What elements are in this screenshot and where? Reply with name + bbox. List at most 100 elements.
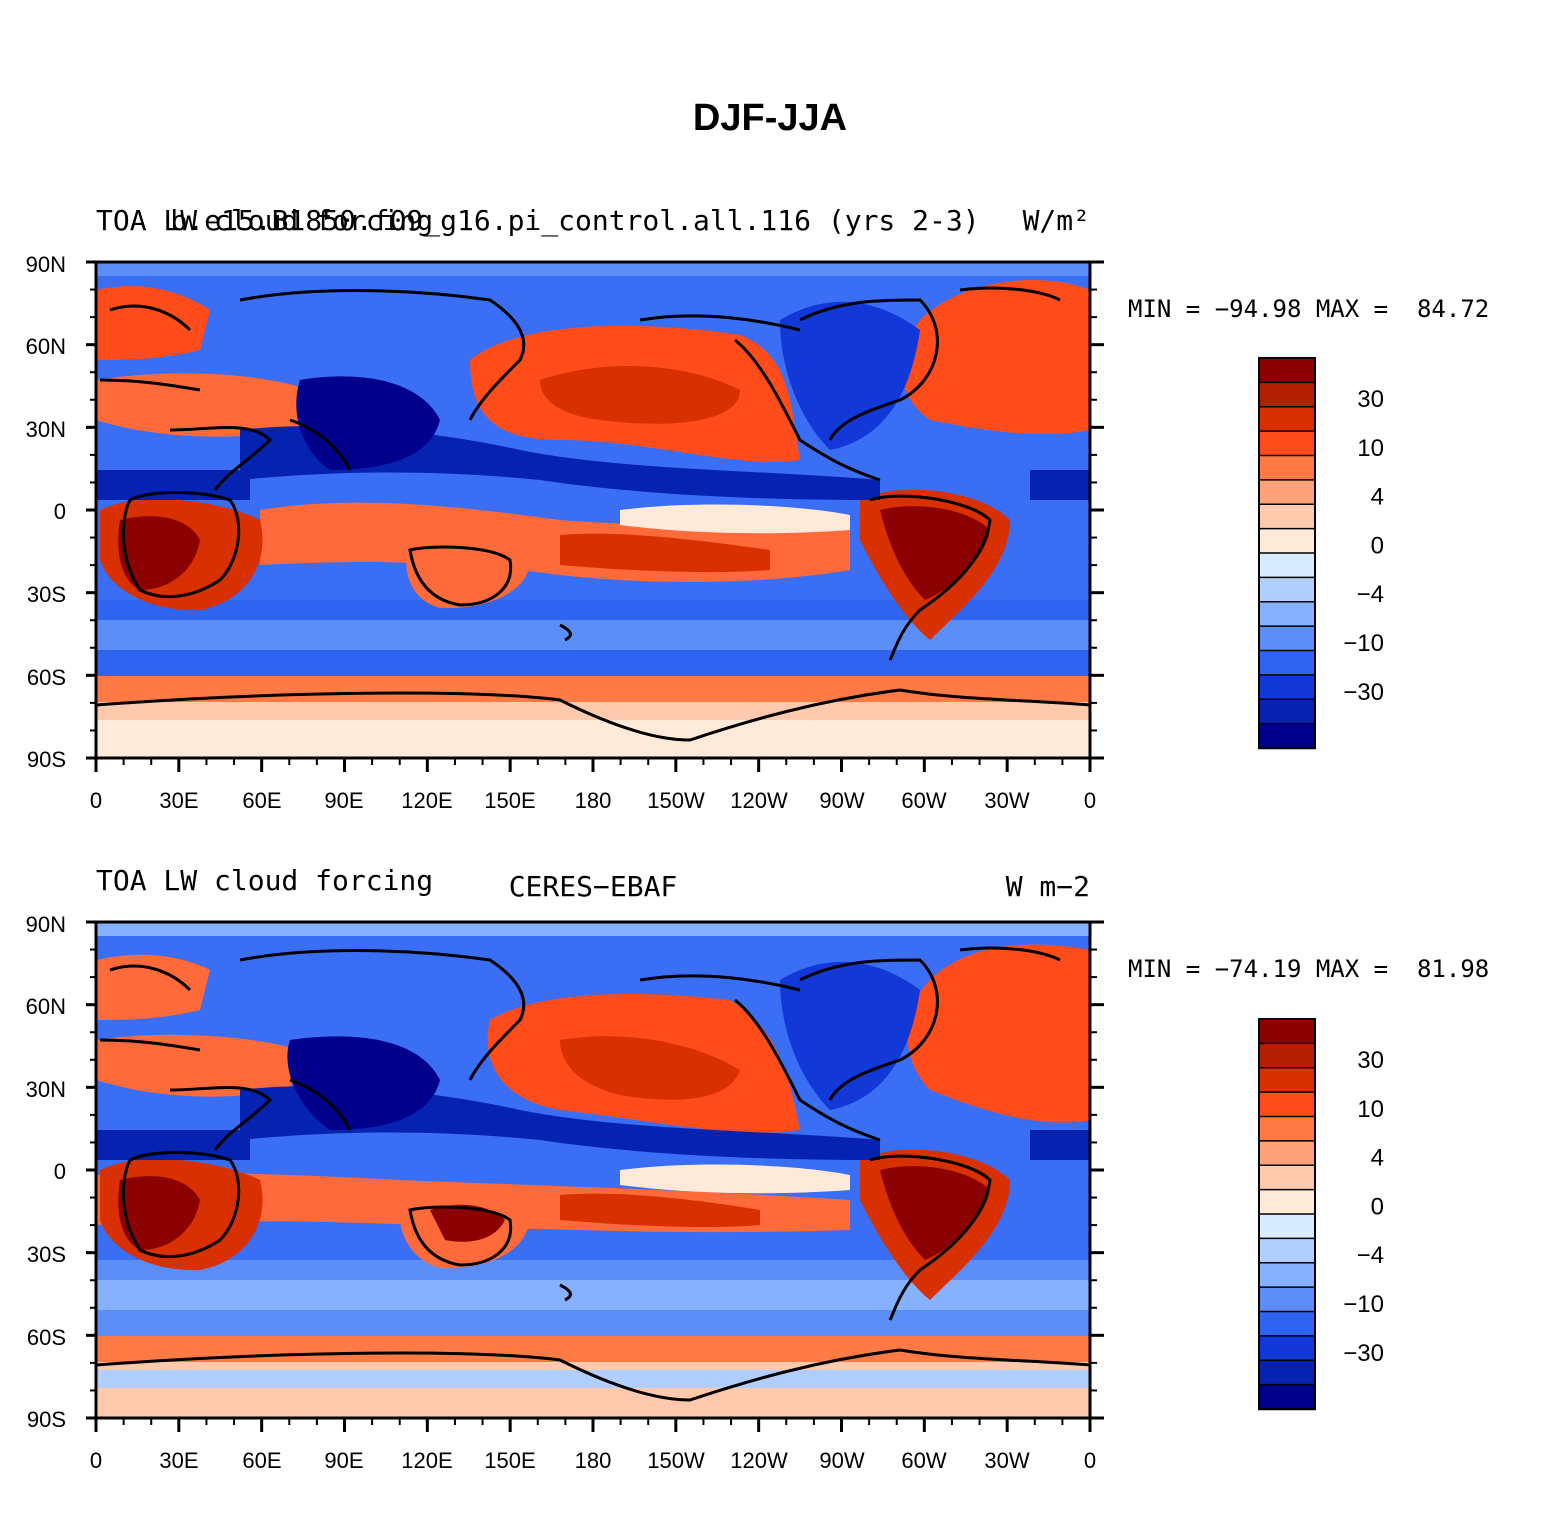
figure-title: DJF-JJA xyxy=(693,97,847,139)
x-tick-label: 60E xyxy=(242,788,281,813)
x-tick-label: 180 xyxy=(575,1448,612,1473)
colorbar-swatch xyxy=(1258,357,1316,384)
y-tick-label: 90S xyxy=(27,1407,66,1432)
colorbar-swatch xyxy=(1258,1115,1316,1143)
colorbar-label: 10 xyxy=(1357,1096,1384,1123)
y-tick-label: 90N xyxy=(26,252,66,277)
colorbar-swatch xyxy=(1258,1335,1316,1362)
panel-model: TOA LW cloud forcing b.e15.B1850.f09_g16… xyxy=(26,204,1490,813)
colorbar-model: 30 10 4 0 −4 −10 −30 xyxy=(1258,357,1384,750)
x-tick-labels-model: 0 30E 60E 90E 120E 150E 180 150W 120W 90… xyxy=(90,788,1096,813)
x-tick-label: 0 xyxy=(1084,1448,1096,1473)
colorbar-label: 0 xyxy=(1371,1193,1384,1220)
colorbar-label: −4 xyxy=(1357,581,1384,608)
colorbar-swatch xyxy=(1258,406,1316,433)
colorbar-label: 30 xyxy=(1357,386,1384,413)
colorbar-label: −4 xyxy=(1357,1242,1384,1269)
colorbar-swatch xyxy=(1258,1262,1316,1289)
x-tick-label: 180 xyxy=(575,788,612,813)
x-tick-label: 120E xyxy=(401,1448,452,1473)
colorbar-swatch xyxy=(1258,1383,1316,1411)
x-tick-label: 30W xyxy=(984,788,1029,813)
y-tick-label: 30S xyxy=(27,1242,66,1267)
panel-model-left-title: TOA LW cloud forcing xyxy=(96,204,433,237)
colorbar-swatch xyxy=(1258,1018,1316,1045)
map-frame-model xyxy=(86,260,1104,772)
y-tick-label: 60N xyxy=(26,994,66,1019)
x-tick-label: 90W xyxy=(819,788,864,813)
x-tick-label: 150E xyxy=(484,788,535,813)
colorbar-swatch xyxy=(1258,430,1316,457)
x-tick-label: 60W xyxy=(901,1448,946,1473)
colorbar-label: −10 xyxy=(1343,630,1384,657)
colorbar-swatch xyxy=(1258,722,1316,750)
y-tick-labels-observation: 90N 60N 30N 0 30S 60S 90S xyxy=(26,912,66,1432)
colorbar-swatch xyxy=(1258,381,1316,408)
y-tick-label: 90S xyxy=(27,747,66,772)
y-tick-label: 30S xyxy=(27,582,66,607)
x-tick-label: 30W xyxy=(984,1448,1029,1473)
colorbar-frame xyxy=(1258,357,1316,749)
colorbar-label: 4 xyxy=(1371,1145,1384,1172)
colorbar-swatch xyxy=(1258,1213,1316,1240)
x-tick-label: 60E xyxy=(242,1448,281,1473)
x-tick-label: 120E xyxy=(401,788,452,813)
coastline-observation xyxy=(95,946,1091,1402)
colorbar-label: 10 xyxy=(1357,435,1384,462)
x-tick-label: 30E xyxy=(159,788,198,813)
panel-observation: TOA LW cloud forcing CERES−EBAF W m−2 xyxy=(26,864,1490,1473)
colorbar-swatch xyxy=(1258,1359,1316,1386)
colorbar-label: 30 xyxy=(1357,1047,1384,1074)
colorbar-swatch xyxy=(1258,625,1316,652)
colorbar-swatch xyxy=(1258,1310,1316,1338)
map-field-model xyxy=(96,262,1090,758)
colorbar-swatch xyxy=(1258,552,1316,579)
panel-obs-center-title: CERES−EBAF xyxy=(509,870,678,903)
colorbar-swatch xyxy=(1258,674,1316,701)
y-tick-label: 60S xyxy=(27,665,66,690)
x-tick-label: 120W xyxy=(730,788,788,813)
colorbar-label: −30 xyxy=(1343,1340,1384,1367)
x-tick-label: 90E xyxy=(324,1448,363,1473)
panel-obs-units: W m−2 xyxy=(1006,870,1090,903)
panel-obs-left-title: TOA LW cloud forcing xyxy=(96,864,433,897)
colorbar-swatch xyxy=(1258,1042,1316,1069)
y-tick-label: 60N xyxy=(26,334,66,359)
colorbar-swatch xyxy=(1258,1188,1316,1216)
colorbar-frame xyxy=(1258,1018,1316,1410)
panel-obs-stats: MIN = −74.19 MAX = 81.98 xyxy=(1128,955,1489,983)
x-tick-label: 150W xyxy=(647,788,705,813)
y-tick-labels-model: 90N 60N 30N 0 30S 60S 90S xyxy=(26,252,66,772)
panel-model-stats: MIN = −94.98 MAX = 84.72 xyxy=(1128,295,1489,323)
x-tick-label: 30E xyxy=(159,1448,198,1473)
x-tick-label: 120W xyxy=(730,1448,788,1473)
y-tick-label: 0 xyxy=(54,1159,66,1184)
x-tick-label: 90W xyxy=(819,1448,864,1473)
map-field-observation xyxy=(96,922,1090,1418)
x-tick-label: 0 xyxy=(1084,788,1096,813)
colorbar-swatch xyxy=(1258,601,1316,628)
x-tick-label: 150E xyxy=(484,1448,535,1473)
y-tick-label: 30N xyxy=(26,1077,66,1102)
colorbar-observation: 30 10 4 0 −4 −10 −30 xyxy=(1258,1018,1384,1411)
x-tick-label: 150W xyxy=(647,1448,705,1473)
colorbar-swatch xyxy=(1258,1091,1316,1118)
x-tick-label: 0 xyxy=(90,788,102,813)
colorbar-swatch xyxy=(1258,698,1316,725)
x-tick-label: 60W xyxy=(901,788,946,813)
colorbar-label: −10 xyxy=(1343,1291,1384,1318)
x-tick-label: 0 xyxy=(90,1448,102,1473)
colorbar-swatch xyxy=(1258,454,1316,482)
colorbar-swatch xyxy=(1258,1140,1316,1167)
colorbar-swatch xyxy=(1258,1286,1316,1313)
coastline-model xyxy=(95,286,1091,742)
colorbar-swatch xyxy=(1258,1164,1316,1191)
colorbar-swatch xyxy=(1258,649,1316,677)
colorbar-swatch xyxy=(1258,503,1316,530)
colorbar-swatch xyxy=(1258,1067,1316,1094)
colorbar-label: 4 xyxy=(1371,484,1384,511)
x-tick-label: 90E xyxy=(324,788,363,813)
y-tick-label: 90N xyxy=(26,912,66,937)
map-frame-observation xyxy=(86,920,1104,1432)
